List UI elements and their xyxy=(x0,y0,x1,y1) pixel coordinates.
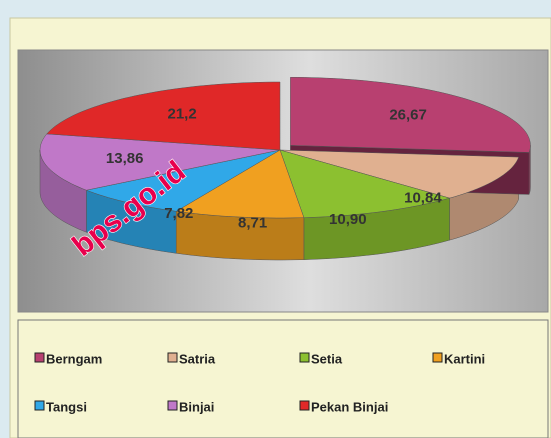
legend-label: Satria xyxy=(179,351,216,366)
legend-label: Berngam xyxy=(46,351,102,366)
legend-label: Binjai xyxy=(179,399,214,414)
legend-swatch xyxy=(34,352,45,363)
slice xyxy=(85,149,281,212)
slice xyxy=(290,77,531,153)
slice xyxy=(175,149,305,219)
pie: 26,67 10,84 10,90 8,71 7,82 13,86 21,2 xyxy=(39,77,531,261)
data-label: 26,67 xyxy=(389,106,427,123)
legend-swatch xyxy=(167,400,178,411)
legend-swatch xyxy=(299,400,310,411)
slice xyxy=(46,81,281,151)
legend xyxy=(17,319,549,438)
legend-swatch xyxy=(34,400,45,411)
data-label: 10,90 xyxy=(329,211,367,228)
slice xyxy=(279,149,520,199)
slice xyxy=(39,133,281,191)
legend-swatch xyxy=(299,352,310,363)
legend-items: Berngam Satria Setia Kartini Tangsi Binjai Pek… xyxy=(34,351,485,414)
legend-label: Tangsi xyxy=(46,399,87,414)
legend-label: Kartini xyxy=(444,351,485,366)
data-label: 21,2 xyxy=(167,106,196,123)
data-label: 7,82 xyxy=(164,205,193,222)
legend-label: Pekan Binjai xyxy=(311,399,388,414)
data-label: 10,84 xyxy=(404,190,442,207)
data-label: 13,86 xyxy=(106,150,144,167)
slice xyxy=(279,149,451,218)
legend-swatch xyxy=(432,352,443,363)
legend-label: Setia xyxy=(311,351,343,366)
legend-swatch xyxy=(167,352,178,363)
data-label: 8,71 xyxy=(238,215,267,232)
